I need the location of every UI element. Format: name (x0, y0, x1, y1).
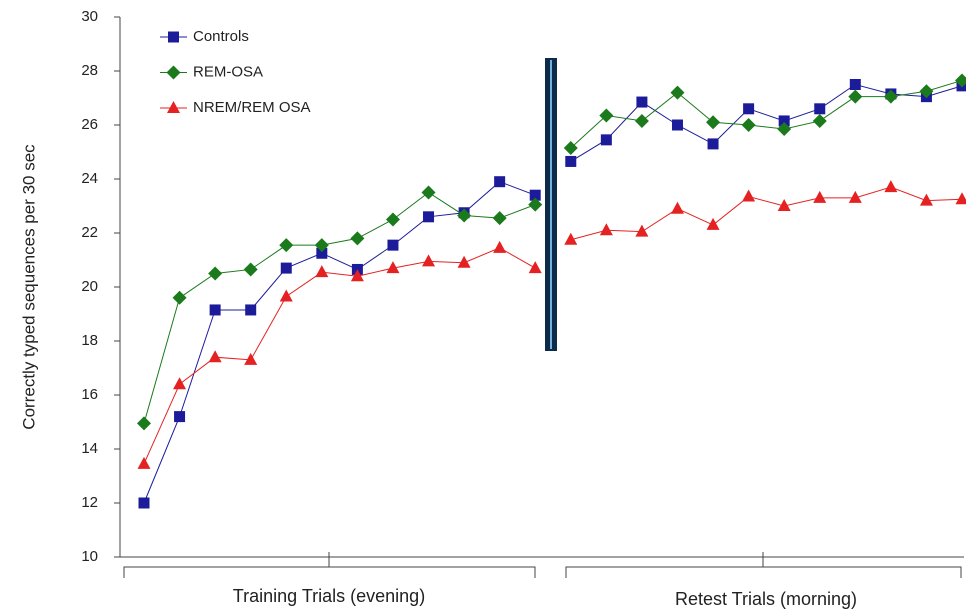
legend-marker (168, 31, 179, 43)
data-point (244, 352, 258, 365)
data-point (706, 115, 721, 130)
data-point (528, 197, 543, 212)
data-point (422, 254, 436, 267)
data-point (173, 377, 187, 390)
data-point (884, 180, 898, 193)
data-point (315, 265, 329, 278)
data-point (316, 247, 328, 259)
data-point (706, 217, 720, 230)
data-point (634, 113, 649, 128)
data-point (883, 89, 898, 104)
y-tick-label: 24 (81, 170, 98, 187)
data-point (742, 189, 756, 202)
data-point (209, 304, 221, 316)
data-point (741, 118, 756, 132)
series-line (143, 181, 536, 504)
series-line (143, 191, 536, 424)
data-point (529, 189, 541, 201)
data-point (849, 79, 861, 90)
series-line (143, 247, 536, 465)
data-point (813, 190, 827, 203)
data-point (314, 238, 329, 253)
data-point (848, 190, 862, 203)
series-line (570, 79, 963, 149)
y-tick-label: 28 (81, 62, 98, 79)
data-point (243, 262, 258, 277)
group-bracket (565, 552, 962, 578)
data-point (707, 138, 719, 150)
data-point (208, 350, 222, 363)
data-point (848, 89, 863, 104)
data-point (137, 416, 151, 431)
data-point (279, 238, 294, 253)
data-point (350, 231, 365, 246)
data-point (599, 223, 613, 236)
y-tick-label: 26 (81, 116, 98, 133)
data-point (671, 119, 683, 131)
data-point (599, 108, 614, 123)
legend-label: Controls (193, 28, 249, 45)
data-point (172, 290, 187, 305)
data-point (493, 240, 507, 253)
data-point (812, 113, 827, 128)
y-tick-label: 16 (81, 386, 98, 403)
data-point (350, 269, 364, 282)
data-point (387, 239, 399, 251)
y-tick-label: 10 (81, 548, 98, 565)
data-point (814, 103, 826, 115)
legend-label: NREM/REM OSA (193, 99, 311, 116)
data-point (421, 185, 436, 200)
legend-marker (166, 65, 181, 80)
legend-marker (167, 101, 180, 113)
y-tick-label: 18 (81, 332, 98, 349)
data-point (778, 115, 790, 127)
data-point (385, 212, 400, 227)
data-point (670, 201, 684, 214)
data-point (279, 289, 293, 302)
data-point (919, 193, 933, 206)
data-point (777, 122, 792, 137)
y-tick-label: 30 (81, 8, 98, 25)
data-point (777, 199, 791, 211)
data-point (528, 261, 542, 274)
data-point (565, 155, 577, 167)
group-bracket (123, 552, 536, 578)
data-point (636, 96, 648, 108)
data-point (280, 262, 292, 274)
group-label: Retest Trials (morning) (675, 589, 857, 609)
data-point (208, 266, 223, 281)
y-tick-label: 20 (81, 278, 98, 295)
series-line (570, 83, 963, 162)
y-axis-label: Correctly typed sequences per 30 sec (19, 144, 38, 430)
data-point (743, 103, 755, 115)
data-point (600, 134, 612, 146)
y-tick-label: 12 (81, 494, 98, 511)
y-tick-label: 14 (81, 440, 98, 457)
data-point (245, 304, 257, 316)
data-point (635, 224, 649, 237)
data-point (670, 85, 685, 100)
y-tick-label: 22 (81, 224, 98, 241)
data-point (955, 192, 966, 205)
series-line (570, 186, 963, 241)
data-point (386, 261, 400, 274)
data-point (955, 73, 966, 88)
data-point (457, 208, 472, 223)
data-point (457, 255, 471, 268)
data-point (563, 140, 578, 155)
data-point (492, 211, 507, 226)
data-point (174, 411, 186, 423)
data-point (564, 232, 578, 245)
group-label: Training Trials (evening) (233, 586, 425, 606)
data-point (137, 456, 151, 469)
data-point (423, 211, 435, 223)
legend-label: REM-OSA (193, 63, 263, 80)
data-point (919, 84, 934, 99)
data-point (138, 497, 150, 509)
data-point (494, 176, 506, 188)
